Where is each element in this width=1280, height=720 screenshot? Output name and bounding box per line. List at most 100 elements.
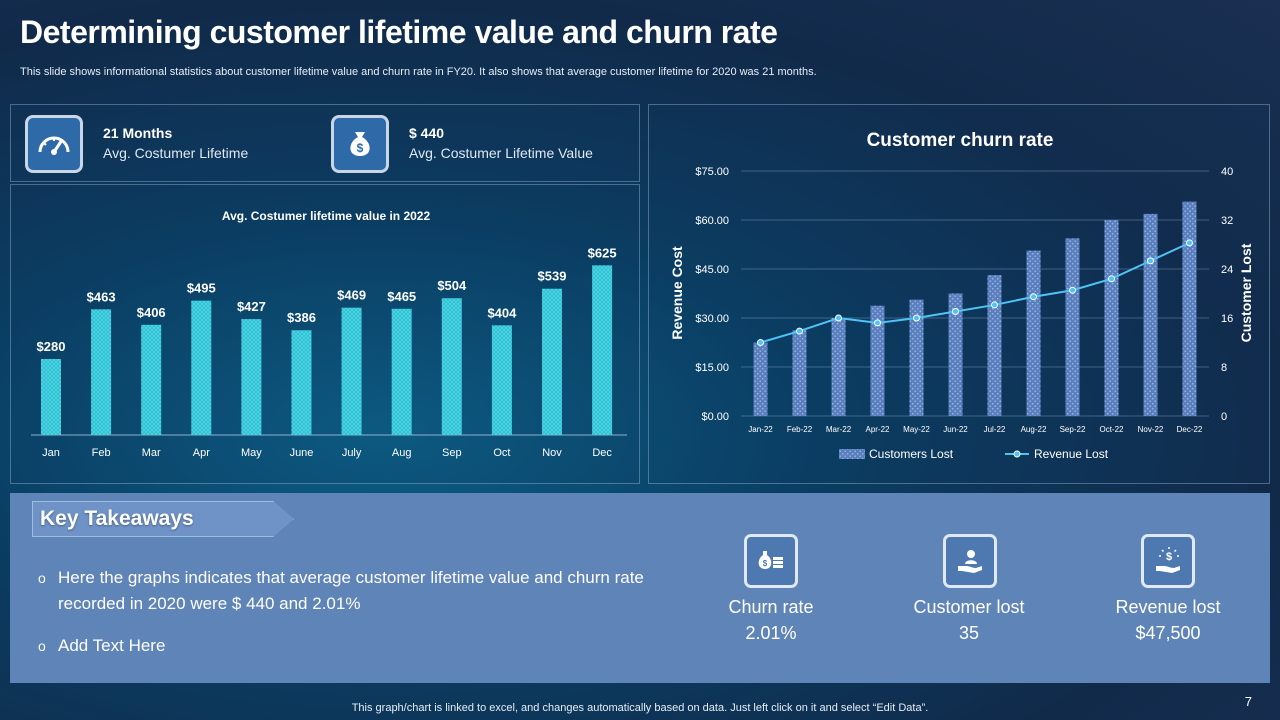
stat-churn-value: 2.01% bbox=[745, 623, 797, 643]
ltv-x-tick-label: Dec bbox=[592, 447, 612, 459]
ltv-bar bbox=[241, 319, 262, 435]
churn-ytick-left: $30.00 bbox=[695, 313, 729, 325]
takeaways-tag bbox=[32, 501, 294, 537]
ltv-bar bbox=[141, 324, 162, 435]
ltv-bar bbox=[592, 265, 613, 435]
churn-x-tick-label: Mar-22 bbox=[826, 425, 852, 434]
churn-chart-panel: Customer churn rate $0.00 0 $15.00 8 $30.00 1… bbox=[648, 104, 1270, 484]
churn-line-point bbox=[796, 327, 803, 335]
ltv-chart-title: Avg. Costumer lifetime value in 2022 bbox=[222, 209, 431, 223]
legend-customers-lost: Customers Lost bbox=[869, 447, 954, 461]
churn-line-point bbox=[991, 301, 998, 309]
churn-line-point bbox=[1069, 286, 1076, 294]
churn-ytick-left: $60.00 bbox=[695, 215, 729, 227]
bullet-dot: o bbox=[38, 638, 46, 654]
ltv-bar-value-label: $625 bbox=[588, 245, 617, 260]
ltv-x-tick-label: Mar bbox=[142, 447, 161, 459]
churn-x-tick-label: Apr-22 bbox=[865, 425, 890, 434]
churn-ytick-left: $15.00 bbox=[695, 362, 729, 374]
churn-ylabel-right: Customer Lost bbox=[1238, 243, 1254, 342]
churn-x-tick-label: May-22 bbox=[903, 425, 930, 434]
ltv-x-tick-label: Aug bbox=[392, 447, 412, 459]
money-bag-icon: $ bbox=[331, 115, 389, 173]
stat-customer-lost-label: Customer lost bbox=[913, 597, 1025, 617]
stat-revenue-lost-value: $47,500 bbox=[1135, 623, 1201, 643]
kpi-ltv-label: Avg. Costumer Lifetime Value bbox=[409, 145, 593, 161]
churn-x-tick-label: Jun-22 bbox=[943, 425, 968, 434]
churn-ytick-right: 16 bbox=[1221, 313, 1233, 325]
churn-line-point bbox=[1147, 257, 1154, 265]
churn-combo-chart: Customer churn rate $0.00 0 $15.00 8 $30.00 1… bbox=[669, 130, 1254, 461]
ltv-x-tick-label: Apr bbox=[193, 447, 210, 459]
ltv-x-tick-label: Jan bbox=[42, 447, 60, 459]
kpi-lifetime-value: 21 Months bbox=[103, 125, 173, 141]
churn-ytick-left: $75.00 bbox=[695, 166, 729, 178]
churn-ytick-right: 24 bbox=[1221, 264, 1233, 276]
stat-customer-lost-value: 35 bbox=[958, 623, 980, 643]
ltv-bar bbox=[191, 300, 212, 435]
takeaway-bullet-1: o Here the graphs indicates that average … bbox=[38, 565, 658, 617]
churn-line-point bbox=[913, 314, 920, 322]
takeaway-bullet-1-text: Here the graphs indicates that average c… bbox=[58, 568, 644, 613]
kpi-lifetime-label: Avg. Costumer Lifetime bbox=[103, 145, 249, 161]
ltv-bar-chart: Avg. Costumer lifetime value in 2022 $28… bbox=[31, 209, 627, 459]
svg-text:$: $ bbox=[1166, 551, 1172, 563]
hand-money-icon: $ bbox=[1141, 534, 1195, 588]
ltv-bar-value-label: $504 bbox=[437, 278, 467, 293]
kpi-ltv-value: $ 440 bbox=[409, 125, 445, 141]
stat-churn-label: Churn rate bbox=[728, 597, 814, 617]
page-number: 7 bbox=[1244, 694, 1252, 709]
churn-x-tick-label: Oct-22 bbox=[1099, 425, 1124, 434]
churn-ytick-right: 0 bbox=[1221, 411, 1227, 423]
ltv-bar bbox=[491, 325, 512, 435]
ltv-bar bbox=[291, 330, 312, 435]
churn-bar-customers-lost bbox=[1104, 220, 1119, 416]
page-title: Determining customer lifetime value and … bbox=[20, 14, 778, 50]
takeaway-bullet-2: o Add Text Here bbox=[38, 633, 165, 659]
speedometer-icon bbox=[25, 115, 83, 173]
churn-x-tick-label: Aug-22 bbox=[1021, 425, 1047, 434]
churn-ylabel-left: Revenue Cost bbox=[669, 246, 685, 340]
ltv-bar-value-label: $280 bbox=[37, 339, 66, 354]
ltv-bar-value-label: $404 bbox=[487, 305, 517, 320]
churn-x-tick-label: Dec-22 bbox=[1177, 425, 1203, 434]
churn-ytick-left: $0.00 bbox=[701, 411, 729, 423]
kpi-panel: 21 Months Avg. Costumer Lifetime $ $ 440… bbox=[10, 104, 640, 182]
ltv-bar bbox=[542, 288, 562, 435]
ltv-x-tick-label: June bbox=[290, 447, 314, 459]
churn-x-tick-label: Jan-22 bbox=[748, 425, 773, 434]
churn-bar-customers-lost bbox=[753, 342, 768, 416]
churn-x-tick-label: Feb-22 bbox=[787, 425, 813, 434]
churn-x-tick-label: Sep-22 bbox=[1060, 425, 1086, 434]
churn-line-point bbox=[874, 319, 881, 327]
churn-bar-customers-lost bbox=[1065, 238, 1080, 416]
churn-bar-customers-lost bbox=[948, 293, 963, 416]
ltv-bar-value-label: $495 bbox=[187, 281, 216, 296]
legend-swatch-customers-lost bbox=[839, 449, 865, 459]
stat-revenue-lost-label: Revenue lost bbox=[1115, 597, 1221, 617]
churn-bar-customers-lost bbox=[987, 275, 1002, 416]
ltv-bar bbox=[391, 308, 412, 435]
ltv-x-tick-label: Sep bbox=[442, 447, 462, 459]
svg-text:$: $ bbox=[763, 559, 768, 568]
churn-bar-customers-lost bbox=[870, 305, 885, 416]
churn-bar-customers-lost bbox=[1143, 213, 1158, 416]
ltv-x-tick-label: Nov bbox=[542, 447, 562, 459]
churn-chart-title: Customer churn rate bbox=[867, 130, 1054, 151]
hand-person-icon bbox=[943, 534, 997, 588]
churn-line-point bbox=[757, 339, 764, 346]
takeaways-heading: Key Takeaways bbox=[40, 507, 194, 530]
ltv-x-tick-label: Feb bbox=[92, 447, 111, 459]
churn-bar-customers-lost bbox=[909, 299, 924, 416]
ltv-bar-value-label: $406 bbox=[137, 305, 166, 320]
ltv-bar bbox=[41, 359, 61, 435]
ltv-bar-value-label: $427 bbox=[237, 299, 266, 314]
churn-line-point bbox=[1030, 293, 1037, 301]
churn-line-point bbox=[1186, 239, 1193, 247]
legend-revenue-lost: Revenue Lost bbox=[1034, 447, 1109, 461]
ltv-bar bbox=[341, 307, 362, 435]
churn-bar-customers-lost bbox=[1026, 250, 1041, 416]
churn-ytick-right: 32 bbox=[1221, 215, 1233, 227]
ltv-chart-panel: Avg. Costumer lifetime value in 2022 $28… bbox=[10, 184, 640, 484]
churn-x-tick-label: Nov-22 bbox=[1138, 425, 1164, 434]
